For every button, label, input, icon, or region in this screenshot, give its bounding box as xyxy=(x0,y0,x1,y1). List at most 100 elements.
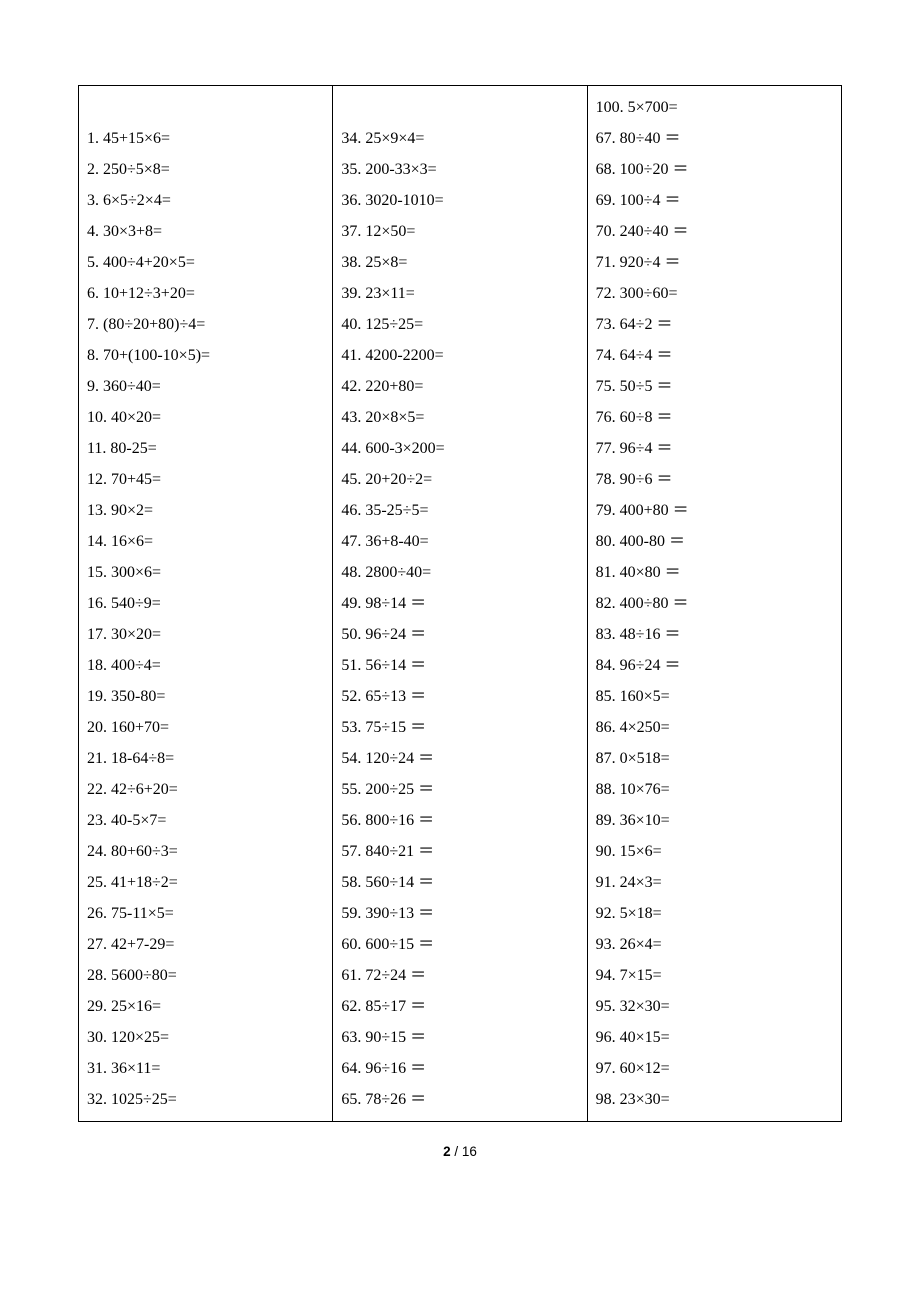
problem-item: 7. (80÷20+80)÷4= xyxy=(87,309,324,340)
problem-item: 36. 3020-1010= xyxy=(341,185,578,216)
problem-item: 35. 200-33×3= xyxy=(341,154,578,185)
problem-item: 28. 5600÷80= xyxy=(87,960,324,991)
problem-item: 83. 48÷16 ＝ xyxy=(596,619,833,650)
problem-item: 13. 90×2= xyxy=(87,495,324,526)
problem-item: 69. 100÷4 ＝ xyxy=(596,185,833,216)
problem-item: 20. 160+70= xyxy=(87,712,324,743)
problem-item: 88. 10×76= xyxy=(596,774,833,805)
column-3: 100. 5×700=67. 80÷40 ＝68. 100÷20 ＝69. 10… xyxy=(588,86,841,1121)
problem-item: 60. 600÷15 ＝ xyxy=(341,929,578,960)
page-current: 2 xyxy=(443,1144,451,1159)
problem-item: 92. 5×18= xyxy=(596,898,833,929)
problem-item: 75. 50÷5 ＝ xyxy=(596,371,833,402)
problem-item: 49. 98÷14 ＝ xyxy=(341,588,578,619)
problem-item: 84. 96÷24 ＝ xyxy=(596,650,833,681)
problem-item: 24. 80+60÷3= xyxy=(87,836,324,867)
problem-item: 52. 65÷13 ＝ xyxy=(341,681,578,712)
problem-item: 97. 60×12= xyxy=(596,1053,833,1084)
problem-item: 64. 96÷16 ＝ xyxy=(341,1053,578,1084)
problem-item: 43. 20×8×5= xyxy=(341,402,578,433)
problem-item: 21. 18-64÷8= xyxy=(87,743,324,774)
column-2: 34. 25×9×4=35. 200-33×3=36. 3020-1010=37… xyxy=(333,86,587,1121)
problem-item: 81. 40×80 ＝ xyxy=(596,557,833,588)
problem-item: 61. 72÷24 ＝ xyxy=(341,960,578,991)
problem-item: 10. 40×20= xyxy=(87,402,324,433)
problem-item: 26. 75-11×5= xyxy=(87,898,324,929)
page-total: 16 xyxy=(462,1144,477,1159)
problems-table: 1. 45+15×6=2. 250÷5×8=3. 6×5÷2×4=4. 30×3… xyxy=(78,85,842,1122)
problem-item: 70. 240÷40 ＝ xyxy=(596,216,833,247)
problem-item: 85. 160×5= xyxy=(596,681,833,712)
problem-item: 62. 85÷17 ＝ xyxy=(341,991,578,1022)
problem-item: 31. 36×11= xyxy=(87,1053,324,1084)
problem-item: 50. 96÷24 ＝ xyxy=(341,619,578,650)
problem-item: 23. 40-5×7= xyxy=(87,805,324,836)
problem-item: 96. 40×15= xyxy=(596,1022,833,1053)
problem-item: 45. 20+20÷2= xyxy=(341,464,578,495)
problem-item: 56. 800÷16 ＝ xyxy=(341,805,578,836)
problem-item: 90. 15×6= xyxy=(596,836,833,867)
problem-item: 19. 350-80= xyxy=(87,681,324,712)
problem-item: 41. 4200-2200= xyxy=(341,340,578,371)
problem-item: 63. 90÷15 ＝ xyxy=(341,1022,578,1053)
problem-item: 67. 80÷40 ＝ xyxy=(596,123,833,154)
problem-item: 73. 64÷2 ＝ xyxy=(596,309,833,340)
problem-item: 82. 400÷80 ＝ xyxy=(596,588,833,619)
problem-item: 6. 10+12÷3+20= xyxy=(87,278,324,309)
problem-item: 48. 2800÷40= xyxy=(341,557,578,588)
problem-item: 59. 390÷13 ＝ xyxy=(341,898,578,929)
problem-item: 1. 45+15×6= xyxy=(87,123,324,154)
problem-item: 14. 16×6= xyxy=(87,526,324,557)
problem-item: 44. 600-3×200= xyxy=(341,433,578,464)
problem-item: 27. 42+7-29= xyxy=(87,929,324,960)
problem-item: 5. 400÷4+20×5= xyxy=(87,247,324,278)
problem-item: 68. 100÷20 ＝ xyxy=(596,154,833,185)
problem-item: 89. 36×10= xyxy=(596,805,833,836)
problem-item: 78. 90÷6 ＝ xyxy=(596,464,833,495)
blank-row xyxy=(341,92,578,123)
problem-item: 72. 300÷60= xyxy=(596,278,833,309)
problem-item: 55. 200÷25 ＝ xyxy=(341,774,578,805)
problem-item: 91. 24×3= xyxy=(596,867,833,898)
blank-row xyxy=(87,92,324,123)
problem-item: 29. 25×16= xyxy=(87,991,324,1022)
problem-item: 53. 75÷15 ＝ xyxy=(341,712,578,743)
problem-item: 11. 80-25= xyxy=(87,433,324,464)
problem-item: 40. 125÷25= xyxy=(341,309,578,340)
problem-item: 16. 540÷9= xyxy=(87,588,324,619)
problem-item: 39. 23×11= xyxy=(341,278,578,309)
problem-item: 94. 7×15= xyxy=(596,960,833,991)
problem-item: 38. 25×8= xyxy=(341,247,578,278)
problem-item: 8. 70+(100-10×5)= xyxy=(87,340,324,371)
page-footer: 2 / 16 xyxy=(78,1144,842,1159)
problem-item: 76. 60÷8 ＝ xyxy=(596,402,833,433)
problem-item: 18. 400÷4= xyxy=(87,650,324,681)
problem-item: 80. 400-80 ＝ xyxy=(596,526,833,557)
problem-item: 22. 42÷6+20= xyxy=(87,774,324,805)
problem-item: 2. 250÷5×8= xyxy=(87,154,324,185)
problem-item: 46. 35-25÷5= xyxy=(341,495,578,526)
problem-item: 32. 1025÷25= xyxy=(87,1084,324,1115)
problem-item: 37. 12×50= xyxy=(341,216,578,247)
problem-item: 17. 30×20= xyxy=(87,619,324,650)
column-1: 1. 45+15×6=2. 250÷5×8=3. 6×5÷2×4=4. 30×3… xyxy=(79,86,333,1121)
problem-item: 34. 25×9×4= xyxy=(341,123,578,154)
problem-item: 79. 400+80 ＝ xyxy=(596,495,833,526)
problem-item: 93. 26×4= xyxy=(596,929,833,960)
problem-item: 58. 560÷14 ＝ xyxy=(341,867,578,898)
problem-item: 100. 5×700= xyxy=(596,92,833,123)
problem-item: 51. 56÷14 ＝ xyxy=(341,650,578,681)
problem-item: 54. 120÷24 ＝ xyxy=(341,743,578,774)
problem-item: 9. 360÷40= xyxy=(87,371,324,402)
problem-item: 71. 920÷4 ＝ xyxy=(596,247,833,278)
problem-item: 4. 30×3+8= xyxy=(87,216,324,247)
problem-item: 77. 96÷4 ＝ xyxy=(596,433,833,464)
problem-item: 98. 23×30= xyxy=(596,1084,833,1115)
problem-item: 65. 78÷26 ＝ xyxy=(341,1084,578,1115)
problem-item: 57. 840÷21 ＝ xyxy=(341,836,578,867)
problem-item: 47. 36+8-40= xyxy=(341,526,578,557)
page-separator: / xyxy=(451,1144,462,1159)
problem-item: 74. 64÷4 ＝ xyxy=(596,340,833,371)
problem-item: 87. 0×518= xyxy=(596,743,833,774)
problem-item: 42. 220+80= xyxy=(341,371,578,402)
